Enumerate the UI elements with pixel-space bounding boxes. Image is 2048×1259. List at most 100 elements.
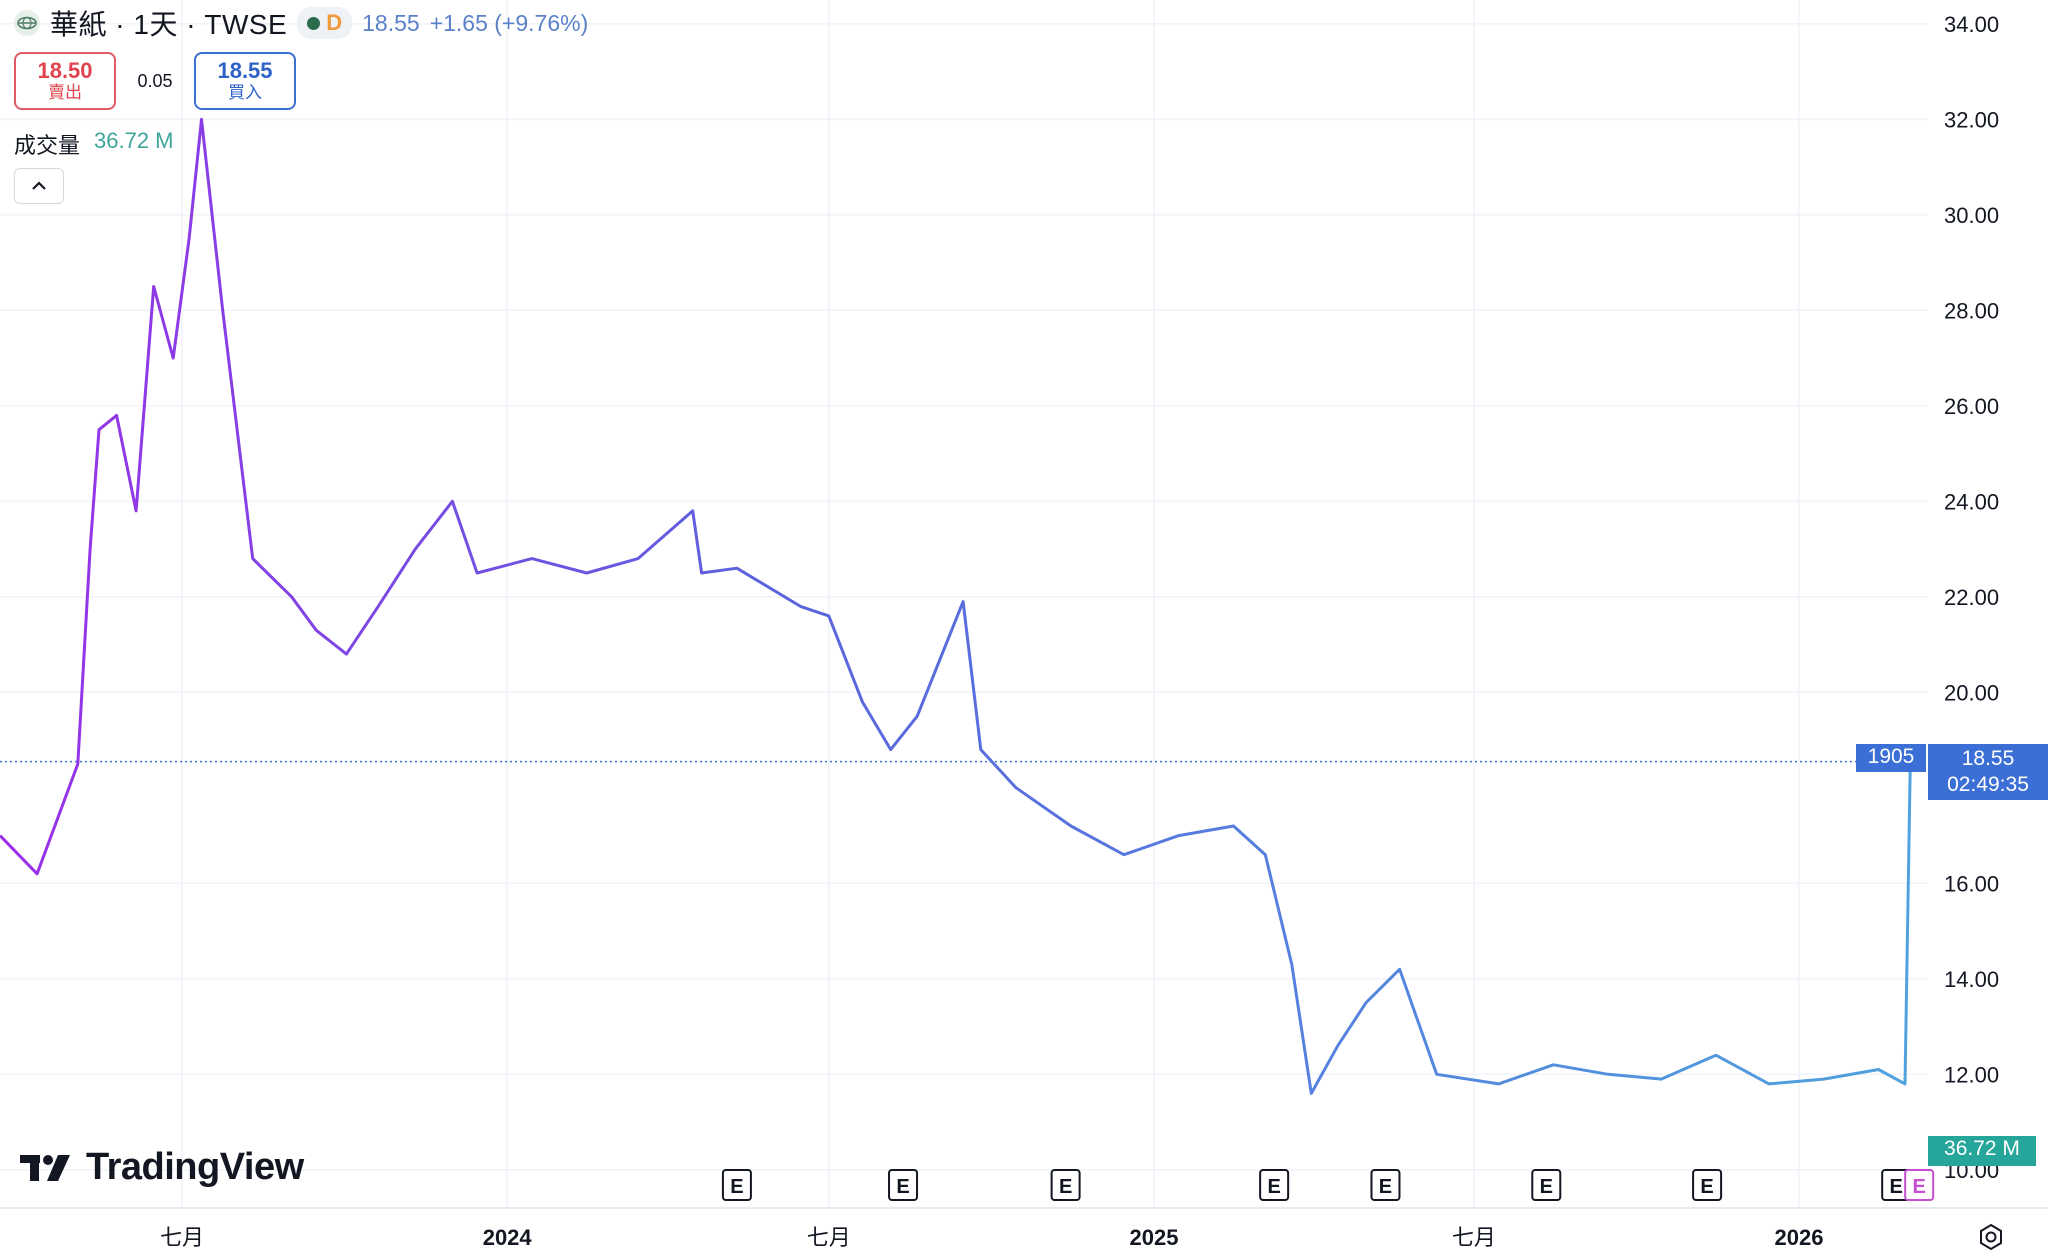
buy-label: 買入 [228,83,262,102]
market-status-pill[interactable]: D [297,7,353,39]
price-point [136,510,137,511]
spread-value: 0.05 [137,70,173,91]
volume-label: 成交量 [14,133,81,158]
price-point [1366,1002,1367,1003]
y-tick-label: 20.00 [1944,680,1999,705]
price-point [1123,854,1124,855]
countdown-label-tag: 1905 [1856,744,1926,772]
volume-value: 36.72 M [94,128,174,153]
tradingview-logo-icon [20,1154,70,1181]
volume-legend[interactable]: 成交量 36.72 M [14,128,174,160]
price-point [701,572,702,573]
earnings-marker: E [1259,1169,1290,1201]
earnings-marker: E [1904,1169,1935,1201]
price-point [1265,854,1266,855]
x-tick-label: 2026 [1775,1225,1824,1250]
price-point [378,606,379,607]
gear-icon [1980,1223,2002,1251]
price-point [1436,1074,1437,1075]
x-tick-label: 2024 [483,1225,533,1250]
y-tick-label: 30.00 [1944,203,1999,228]
symbol-header: 華紙 · 1天 · TWSE D 18.55 +1.65 (+9.76%) [14,6,588,40]
price-point [917,716,918,717]
price-point [736,568,737,569]
price-point [291,596,292,597]
tradingview-logo[interactable]: TradingView [20,1146,304,1189]
sell-price: 18.50 [37,58,93,83]
price-line-series [0,117,1912,1095]
price-point [1070,826,1071,827]
price-point [77,763,78,764]
price-point [1661,1079,1662,1080]
price-point [963,601,964,602]
price-point [1178,835,1179,836]
x-tick-label: 2025 [1129,1225,1178,1250]
price-point [37,873,38,874]
price-point [1905,1083,1906,1084]
price-point [531,558,532,559]
price-point [1878,1069,1879,1070]
svg-text:E: E [1700,1176,1713,1198]
tradingview-logo-text: TradingView [86,1146,304,1188]
earnings-marker: E [721,1169,752,1201]
price-point [1291,964,1292,965]
x-tick-label: 七月 [160,1225,204,1250]
price-point [980,749,981,750]
price-point [1337,1045,1338,1046]
chevron-up-icon [32,181,46,190]
last-price-axis-tag: 18.55 02:49:35 [1928,744,2048,800]
market-open-dot-icon [307,16,321,30]
y-tick-label: 22.00 [1944,585,1999,610]
symbol-title[interactable]: 華紙 · 1天 · TWSE [50,9,288,40]
price-point [346,654,347,655]
price-point [153,286,154,287]
price-point [1399,969,1400,970]
delayed-data-badge: D [326,10,343,35]
y-tick-label: 12.00 [1944,1062,1999,1087]
collapse-legend-button[interactable] [14,168,64,204]
x-tick-label: 七月 [1452,1225,1496,1250]
y-tick-label: 28.00 [1944,298,1999,323]
price-point [692,510,693,511]
price-point [222,310,223,311]
last-price-axis-value: 18.55 [1961,747,2015,770]
price-point [1823,1079,1824,1080]
bar-countdown-timer: 02:49:35 [1947,773,2029,796]
y-tick-label: 32.00 [1944,107,1999,132]
price-point [1553,1064,1554,1065]
price-point [98,429,99,430]
svg-text:E: E [1890,1176,1903,1198]
earnings-marker: E [1692,1169,1723,1201]
price-point [415,549,416,550]
svg-text:E: E [1379,1176,1392,1198]
price-point [477,572,478,573]
price-point [1715,1055,1716,1056]
earnings-marker: E [888,1169,919,1201]
price-point [316,630,317,631]
price-point [116,415,117,416]
price-point [1498,1083,1499,1084]
svg-text:E: E [1540,1176,1553,1198]
buy-button[interactable]: 18.55 買入 [194,52,296,110]
y-tick-label: 26.00 [1944,394,1999,419]
y-tick-label: 14.00 [1944,967,1999,992]
earnings-marker: E [1531,1169,1562,1201]
price-point [173,358,174,359]
symbol-logo-icon[interactable] [14,10,40,36]
svg-text:E: E [1912,1176,1925,1198]
price-point [828,615,829,616]
svg-text:E: E [1059,1176,1072,1198]
sell-button[interactable]: 18.50 賣出 [14,52,116,110]
price-point [1233,826,1234,827]
y-tick-label: 24.00 [1944,489,1999,514]
earnings-marker: E [1370,1169,1401,1201]
price-point [1768,1083,1769,1084]
price-point [90,549,91,550]
volume-axis-tag: 36.72 M [1928,1136,2036,1166]
earnings-marker: E [1881,1169,1912,1201]
last-price: 18.55 [362,9,420,36]
chart-settings-button[interactable] [1976,1222,2006,1257]
price-point [452,501,453,502]
price-point [201,119,202,120]
